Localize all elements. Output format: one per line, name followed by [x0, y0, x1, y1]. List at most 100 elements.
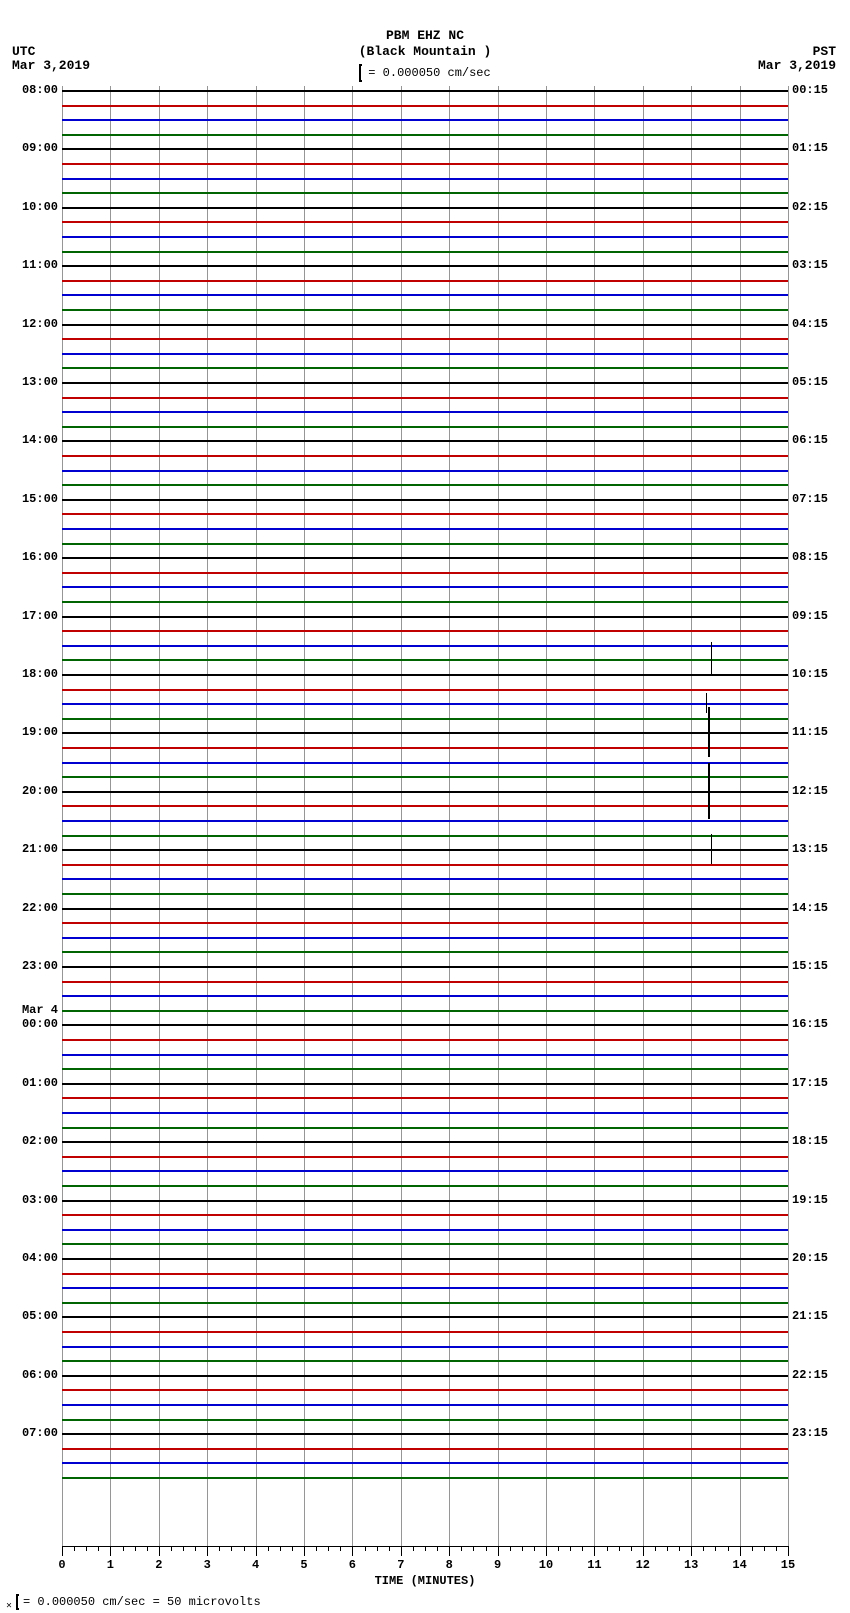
seismic-trace — [62, 718, 788, 720]
x-tick-major — [546, 1546, 547, 1556]
x-tick-major — [352, 1546, 353, 1556]
x-tick-minor — [280, 1546, 281, 1551]
x-tick-major — [643, 1546, 644, 1556]
seismic-trace — [62, 455, 788, 457]
pst-time-label: 04:15 — [792, 317, 828, 331]
seismogram-plot: 08:0009:0010:0011:0012:0013:0014:0015:00… — [62, 86, 788, 1547]
pst-time-label: 15:15 — [792, 959, 828, 973]
seismic-trace — [62, 163, 788, 165]
footer-scale-text: = 0.000050 cm/sec = 50 microvolts — [23, 1595, 261, 1609]
x-tick-minor — [655, 1546, 656, 1551]
utc-time-label: 20:00 — [22, 784, 58, 798]
seismic-trace — [62, 762, 788, 764]
seismic-trace — [62, 1112, 788, 1114]
utc-time-label: 18:00 — [22, 667, 58, 681]
gridline — [159, 86, 160, 1546]
gridline — [643, 86, 644, 1546]
tz-right-date: Mar 3,2019 — [758, 58, 836, 73]
x-tick-minor — [631, 1546, 632, 1551]
tz-left: UTC — [12, 44, 35, 59]
pst-time-label: 09:15 — [792, 609, 828, 623]
seismic-event-spike — [711, 642, 713, 676]
seismic-trace — [62, 1433, 788, 1435]
gridline — [110, 86, 111, 1546]
x-tick-label: 12 — [636, 1558, 650, 1572]
pst-time-label: 22:15 — [792, 1368, 828, 1382]
seismic-trace — [62, 878, 788, 880]
gridline — [498, 86, 499, 1546]
seismic-trace — [62, 1258, 788, 1260]
pst-time-label: 05:15 — [792, 375, 828, 389]
x-tick-label: 14 — [732, 1558, 746, 1572]
x-tick-label: 5 — [300, 1558, 307, 1572]
x-tick-major — [304, 1546, 305, 1556]
seismic-trace — [62, 324, 788, 326]
x-tick-minor — [219, 1546, 220, 1551]
seismic-trace — [62, 951, 788, 953]
x-tick-minor — [607, 1546, 608, 1551]
utc-time-label: 10:00 — [22, 200, 58, 214]
x-tick-minor — [183, 1546, 184, 1551]
x-tick-minor — [752, 1546, 753, 1551]
seismic-trace — [62, 543, 788, 545]
x-tick-major — [449, 1546, 450, 1556]
seismic-trace — [62, 1083, 788, 1085]
pst-time-label: 00:15 — [792, 83, 828, 97]
seismic-trace — [62, 178, 788, 180]
seismic-trace — [62, 513, 788, 515]
gridline — [449, 86, 450, 1546]
pst-time-label: 14:15 — [792, 901, 828, 915]
seismic-trace — [62, 922, 788, 924]
seismic-trace — [62, 1214, 788, 1216]
x-tick-minor — [244, 1546, 245, 1551]
x-tick-label: 6 — [349, 1558, 356, 1572]
seismic-trace — [62, 440, 788, 442]
x-tick-label: 4 — [252, 1558, 259, 1572]
seismic-trace — [62, 119, 788, 121]
seismic-trace — [62, 1127, 788, 1129]
utc-time-label: 17:00 — [22, 609, 58, 623]
seismic-trace — [62, 1389, 788, 1391]
x-tick-major — [401, 1546, 402, 1556]
x-tick-minor — [135, 1546, 136, 1551]
utc-time-label: 14:00 — [22, 433, 58, 447]
utc-time-label: 01:00 — [22, 1076, 58, 1090]
seismic-trace — [62, 1097, 788, 1099]
pst-time-label: 18:15 — [792, 1134, 828, 1148]
pst-time-label: 01:15 — [792, 141, 828, 155]
seismic-trace — [62, 338, 788, 340]
seismic-trace — [62, 1010, 788, 1012]
x-tick-minor — [413, 1546, 414, 1551]
x-tick-minor — [776, 1546, 777, 1551]
pst-time-label: 12:15 — [792, 784, 828, 798]
x-tick-major — [159, 1546, 160, 1556]
seismic-trace — [62, 820, 788, 822]
gridline — [691, 86, 692, 1546]
seismic-trace — [62, 1054, 788, 1056]
seismic-trace — [62, 1331, 788, 1333]
seismic-trace — [62, 192, 788, 194]
x-tick-minor — [231, 1546, 232, 1551]
seismic-trace — [62, 1287, 788, 1289]
utc-time-label: 02:00 — [22, 1134, 58, 1148]
tz-right: PST — [813, 44, 836, 59]
x-tick-minor — [764, 1546, 765, 1551]
seismic-trace — [62, 353, 788, 355]
seismic-trace — [62, 251, 788, 253]
seismic-trace — [62, 426, 788, 428]
x-tick-minor — [522, 1546, 523, 1551]
seismic-trace — [62, 659, 788, 661]
seismic-trace — [62, 805, 788, 807]
x-tick-label: 15 — [781, 1558, 795, 1572]
x-tick-minor — [570, 1546, 571, 1551]
seismic-trace — [62, 294, 788, 296]
scale-text: = 0.000050 cm/sec — [368, 66, 490, 80]
seismic-trace — [62, 645, 788, 647]
seismic-trace — [62, 1243, 788, 1245]
x-tick-label: 11 — [587, 1558, 601, 1572]
x-tick-minor — [437, 1546, 438, 1551]
station-name: (Black Mountain ) — [0, 44, 850, 59]
seismic-trace — [62, 397, 788, 399]
gridline — [62, 86, 63, 1546]
utc-time-label: 13:00 — [22, 375, 58, 389]
